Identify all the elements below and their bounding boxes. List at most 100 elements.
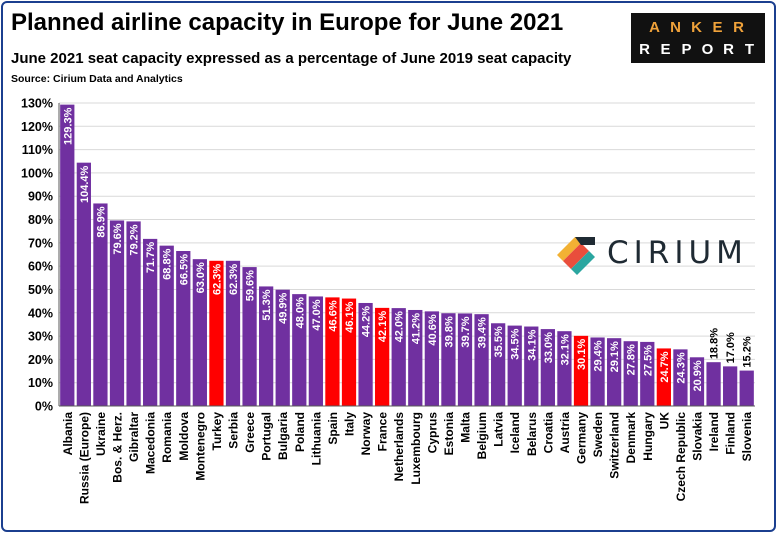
data-label: 66.5%	[178, 254, 190, 285]
x-tick-label: Hungary	[641, 412, 655, 461]
data-label: 62.3%	[228, 264, 240, 295]
y-tick-label: 60%	[28, 260, 53, 274]
bar	[159, 245, 174, 406]
bar	[573, 335, 589, 406]
bar	[176, 251, 191, 406]
y-tick-label: 10%	[28, 376, 53, 390]
x-tick-label: Czech Republic	[674, 412, 688, 502]
x-tick-label: Sweden	[591, 412, 605, 457]
chart-title: Planned airline capacity in Europe for J…	[11, 9, 564, 36]
bar	[441, 313, 456, 406]
data-label: 68.8%	[162, 248, 174, 279]
data-label: 44.2%	[361, 306, 373, 337]
data-label: 18.8%	[709, 328, 721, 359]
data-label: 129.3%	[62, 107, 74, 145]
report-letter: E	[660, 40, 671, 58]
bar	[341, 298, 357, 406]
bar	[739, 370, 754, 406]
anker-logo-bottom-row: R E P O R T	[635, 39, 759, 59]
x-tick-label: Austria	[558, 412, 572, 454]
x-tick-label: Switzerland	[608, 412, 622, 479]
data-label: 27.5%	[642, 345, 654, 376]
x-tick-label: Moldova	[177, 412, 191, 461]
x-tick-label: Ireland	[707, 412, 721, 451]
data-label: 34.1%	[526, 329, 538, 360]
report-letter: O	[701, 40, 714, 58]
chart-source: Source: Cirium Data and Analytics	[11, 73, 183, 85]
anker-letter: E	[712, 18, 723, 36]
y-tick-label: 110%	[22, 143, 53, 157]
chart-subtitle: June 2021 seat capacity expressed as a p…	[11, 50, 572, 67]
data-label: 49.9%	[278, 292, 290, 323]
bar	[308, 296, 323, 406]
x-tick-label: Germany	[575, 412, 589, 464]
x-tick-label: Montenegro	[193, 412, 207, 481]
bar	[491, 323, 506, 406]
x-tick-label: Slovenia	[740, 412, 754, 462]
x-tick-label: Portugal	[260, 412, 274, 461]
data-label: 42.1%	[377, 311, 389, 342]
y-axis-ticks: 0% 10% 20% 30% 40% 50% 60% 70% 80% 90% 100% 110% 120…	[21, 97, 53, 414]
x-tick-label: Gibraltar	[127, 412, 141, 462]
x-tick-label: Turkey	[210, 412, 224, 451]
report-letter: R	[723, 40, 734, 58]
data-label: 17.0%	[725, 332, 737, 363]
bar	[292, 294, 307, 406]
bar	[507, 325, 522, 406]
bar	[259, 286, 274, 406]
data-labels: 129.3% 104.4% 86.9% 79.6% 79.2% 71.7% 68.8% 66.…	[62, 107, 753, 391]
y-tick-label: 90%	[28, 190, 53, 204]
bar	[656, 348, 671, 406]
cirium-wordmark: CIRIUM	[607, 235, 748, 271]
anker-letter: K	[691, 18, 702, 36]
x-tick-label: Finland	[724, 412, 738, 455]
x-tick-label: France	[376, 412, 390, 452]
bar	[623, 341, 638, 406]
bar	[673, 349, 688, 406]
anker-logo-top-row: A N K E R	[645, 17, 748, 37]
data-label: 104.4%	[79, 165, 91, 203]
y-tick-label: 0%	[35, 400, 53, 414]
data-label: 34.5%	[510, 328, 522, 359]
data-label: 29.1%	[609, 341, 621, 372]
cirium-logo: CIRIUM	[551, 221, 765, 291]
y-tick-label: 120%	[21, 120, 53, 134]
data-label: 46.6%	[327, 300, 339, 331]
x-tick-label: UK	[657, 412, 671, 430]
y-tick-label: 40%	[28, 306, 53, 320]
bar	[391, 308, 406, 406]
data-label: 62.3%	[211, 264, 223, 295]
bar	[60, 104, 75, 407]
y-tick-label: 50%	[28, 283, 53, 297]
data-label: 79.2%	[129, 224, 141, 255]
data-label: 32.1%	[559, 334, 571, 365]
bar	[93, 203, 108, 406]
y-tick-label: 70%	[28, 236, 53, 250]
bar	[474, 314, 489, 406]
data-label: 59.6%	[245, 270, 257, 301]
x-tick-label: Latvia	[492, 412, 506, 447]
data-label: 39.7%	[460, 316, 472, 347]
bar	[640, 341, 655, 406]
bar	[325, 297, 340, 406]
cirium-mark-icon	[557, 237, 595, 275]
anker-letter: A	[649, 18, 660, 36]
x-tick-label: Norway	[359, 412, 373, 456]
x-tick-label: Spain	[326, 412, 340, 445]
x-tick-label: Ukraine	[94, 412, 108, 456]
data-label: 39.4%	[477, 317, 489, 348]
x-tick-label: Romania	[160, 412, 174, 463]
bar-chart: 0% 10% 20% 30% 40% 50% 60% 70% 80% 90% 100% 110% 120…	[21, 97, 755, 504]
x-tick-label: Netherlands	[392, 412, 406, 482]
x-tick-label: Macedonia	[144, 412, 158, 474]
x-tick-label: Belgium	[475, 412, 489, 459]
x-tick-label: Estonia	[442, 412, 456, 456]
data-label: 39.8%	[443, 316, 455, 347]
x-tick-label: Cyprus	[425, 412, 439, 454]
x-tick-label: Slovakia	[691, 412, 705, 461]
x-tick-label: Lithuania	[309, 412, 323, 466]
y-tick-label: 130%	[21, 97, 53, 111]
bar	[408, 309, 423, 406]
bar	[540, 329, 555, 406]
